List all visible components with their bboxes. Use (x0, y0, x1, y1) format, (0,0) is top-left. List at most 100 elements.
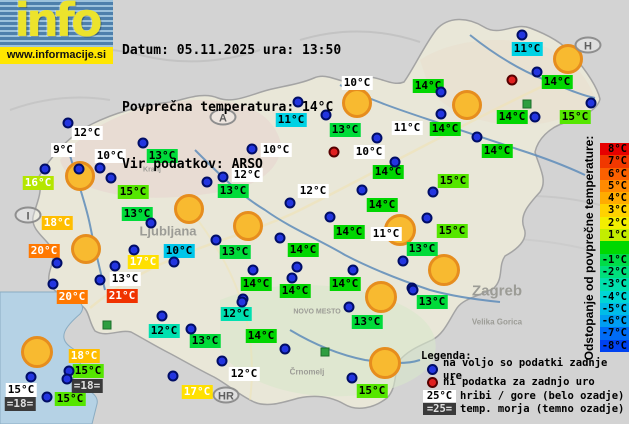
station-temp-label: 14°C (287, 243, 319, 257)
station-dot-recent (168, 256, 180, 268)
station-dot-recent (407, 284, 419, 296)
logo-wordmark: info (14, 0, 102, 47)
station-temp-label: 13°C (351, 315, 383, 329)
station-temp-label: 13°C (146, 149, 178, 163)
station-dot-recent (62, 117, 74, 129)
sun-icon (365, 281, 397, 313)
station-temp-label: 18°C (68, 349, 100, 363)
scale-band: -6°C (600, 315, 629, 328)
station-dot-recent (320, 109, 332, 121)
scale-band: -8°C (600, 339, 629, 353)
station-temp-label: =18= (4, 397, 36, 411)
station-temp-label: 16°C (22, 176, 54, 190)
station-dot-recent (346, 372, 358, 384)
sun-icon (428, 254, 460, 286)
station-temp-label: 13°C (189, 334, 221, 348)
logo: info www.informacije.si (0, 0, 113, 64)
scale-band (600, 241, 629, 254)
station-temp-label: 11°C (511, 42, 543, 56)
logo-background (0, 0, 113, 47)
sun-icon (174, 194, 204, 224)
legend: Legenda: na voljo so podatki zadnje ure … (421, 350, 629, 416)
station-temp-label: 20°C (28, 244, 60, 258)
station-dot-recent (156, 310, 168, 322)
station-temp-label: 10°C (341, 76, 373, 90)
scale-band: -7°C (600, 327, 629, 340)
station-temp-label: 10°C (260, 143, 292, 157)
station-dot-recent (137, 137, 149, 149)
station-dot-recent (128, 244, 140, 256)
city-label: Zagreb (471, 282, 523, 300)
city-label: Črnomelj (289, 367, 325, 377)
country-sign-hr: HR (212, 386, 240, 404)
station-dot-recent (210, 234, 222, 246)
station-temp-label: 14°C (329, 277, 361, 291)
country-sign-h: H (574, 36, 602, 54)
sun-icon (71, 234, 101, 264)
station-temp-label: 15°C (356, 384, 388, 398)
station-dot-recent (201, 176, 213, 188)
station-dot-recent (73, 163, 85, 175)
station-temp-label: 15°C (437, 174, 469, 188)
scale-band: 7°C (600, 155, 629, 168)
station-temp-label: 17°C (181, 385, 213, 399)
legend-title-row: Legenda: (421, 350, 629, 363)
legend-unavailable-label: ni podatka za zadnjo uro (443, 376, 595, 389)
scale-band: -3°C (600, 278, 629, 291)
station-temp-label: 10°C (353, 145, 385, 159)
station-dot-recent (531, 66, 543, 78)
station-dot-recent (41, 391, 53, 403)
sun-icon (369, 347, 401, 379)
station-dot-recent (347, 264, 359, 276)
station-temp-label: 14°C (372, 165, 404, 179)
legend-row-available: na voljo so podatki zadnje ure (421, 357, 629, 382)
station-dot-recent (389, 156, 401, 168)
station-temp-label: 12°C (71, 126, 103, 140)
station-temp-label: 15°C (5, 383, 37, 397)
station-dot-recent (61, 373, 73, 385)
station-dot-recent (529, 111, 541, 123)
scale-band: 5°C (600, 179, 629, 193)
station-dot-recent (435, 86, 447, 98)
scale-band: 2°C (600, 216, 629, 230)
sun-icon (342, 88, 372, 118)
station-dot-stale (506, 74, 518, 86)
station-temp-label: 10°C (94, 149, 126, 163)
station-temp-label: 9°C (51, 143, 75, 157)
station-temp-label: 14°C (429, 122, 461, 136)
city-label: Velika Gorica (471, 317, 523, 327)
logo-url-link[interactable]: www.informacije.si (0, 47, 113, 64)
station-dot-recent (94, 162, 106, 174)
station-temp-label: 11°C (275, 113, 307, 127)
station-temp-label: 12°C (297, 184, 329, 198)
station-dot-recent (291, 261, 303, 273)
scale-title: Odstopanje od povprečne temperature: (582, 135, 596, 361)
legend-title: Legenda: (421, 350, 472, 362)
station-dot-recent (25, 371, 37, 383)
station-dot-recent (94, 274, 106, 286)
header-date-line: Datum: 05.11.2025 ura: 13:50 (122, 43, 342, 58)
station-dot-recent (105, 172, 117, 184)
scale-band: -4°C (600, 290, 629, 303)
legend-available-label: na voljo so podatki zadnje ure (443, 356, 608, 382)
legend-row-hills: 25°C hribi / gore (belo ozadje) (421, 390, 629, 403)
station-temp-label: 11°C (370, 227, 402, 241)
station-temp-label: 11°C (391, 121, 423, 135)
station-dot-recent (421, 212, 433, 224)
station-dot-recent (279, 343, 291, 355)
station-dot-recent (39, 163, 51, 175)
station-dot-recent (217, 171, 229, 183)
country-sign-i: I (14, 206, 42, 224)
station-temp-label: 12°C (228, 367, 260, 381)
scale-band: 4°C (600, 192, 629, 205)
legend-row-sea: =25= temp. morja (temno ozadje) (421, 403, 629, 416)
station-temp-label: 14°C (496, 110, 528, 124)
station-temp-label: 10°C (163, 244, 195, 258)
station-temp-label: 21°C (106, 289, 138, 303)
station-temp-label: 15°C (54, 392, 86, 406)
station-temp-label: 13°C (329, 123, 361, 137)
white-label-sample: 25°C (423, 390, 456, 403)
station-temp-label: 13°C (217, 184, 249, 198)
station-dot-recent (167, 370, 179, 382)
station-temp-label: 13°C (109, 272, 141, 286)
